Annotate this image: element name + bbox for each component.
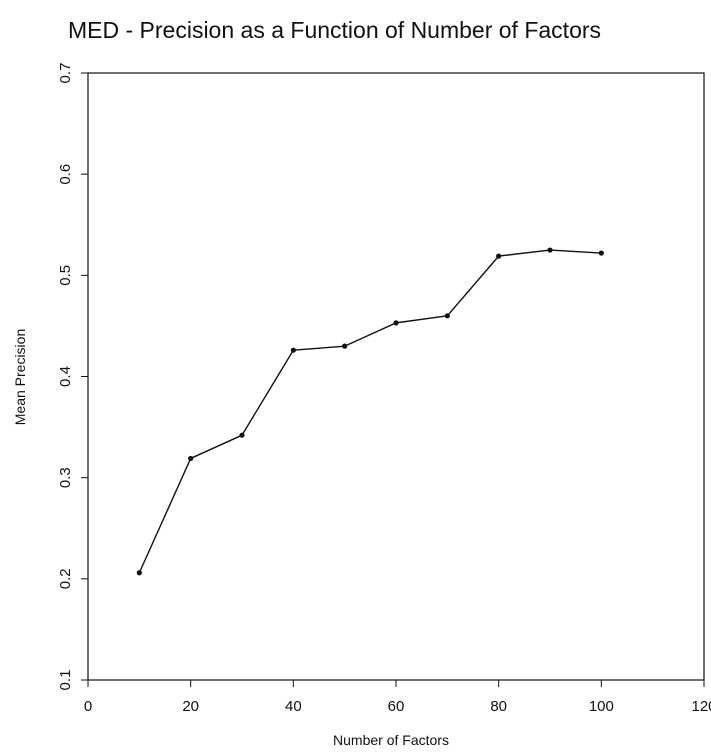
y-axis-label: Mean Precision bbox=[12, 329, 28, 426]
y-axis-ticks: 0.1 0.2 0.3 0.4 0.5 0.6 0.7 bbox=[57, 63, 88, 691]
data-point bbox=[239, 432, 245, 438]
data-point bbox=[547, 247, 553, 253]
data-point bbox=[136, 570, 142, 576]
x-tick-label: 40 bbox=[285, 698, 302, 715]
y-tick-label: 0.3 bbox=[57, 467, 74, 488]
y-tick-label: 0.5 bbox=[57, 265, 74, 286]
y-tick-label: 0.7 bbox=[57, 63, 74, 84]
chart-title: MED - Precision as a Function of Number … bbox=[68, 17, 601, 43]
y-tick-label: 0.6 bbox=[57, 164, 74, 185]
data-point bbox=[444, 313, 450, 319]
data-series bbox=[136, 247, 604, 576]
y-tick-label: 0.1 bbox=[57, 670, 74, 691]
x-tick-label: 120 bbox=[691, 698, 711, 715]
x-tick-label: 60 bbox=[388, 698, 405, 715]
data-point bbox=[598, 250, 604, 256]
data-point bbox=[496, 253, 502, 259]
x-tick-label: 20 bbox=[182, 698, 199, 715]
data-point bbox=[188, 455, 194, 462]
y-tick-label: 0.4 bbox=[57, 366, 74, 387]
x-axis-ticks: 0 20 40 60 80 100 120 bbox=[84, 680, 711, 715]
data-point bbox=[393, 320, 399, 326]
series-line bbox=[138, 249, 602, 574]
data-point bbox=[290, 347, 296, 353]
x-tick-label: 0 bbox=[84, 698, 92, 715]
y-tick-label: 0.2 bbox=[57, 568, 74, 589]
data-point bbox=[342, 343, 348, 349]
plot-frame bbox=[87, 72, 705, 681]
x-tick-label: 80 bbox=[490, 698, 507, 715]
x-tick-label: 100 bbox=[589, 698, 614, 715]
x-axis-label: Number of Factors bbox=[333, 732, 449, 748]
